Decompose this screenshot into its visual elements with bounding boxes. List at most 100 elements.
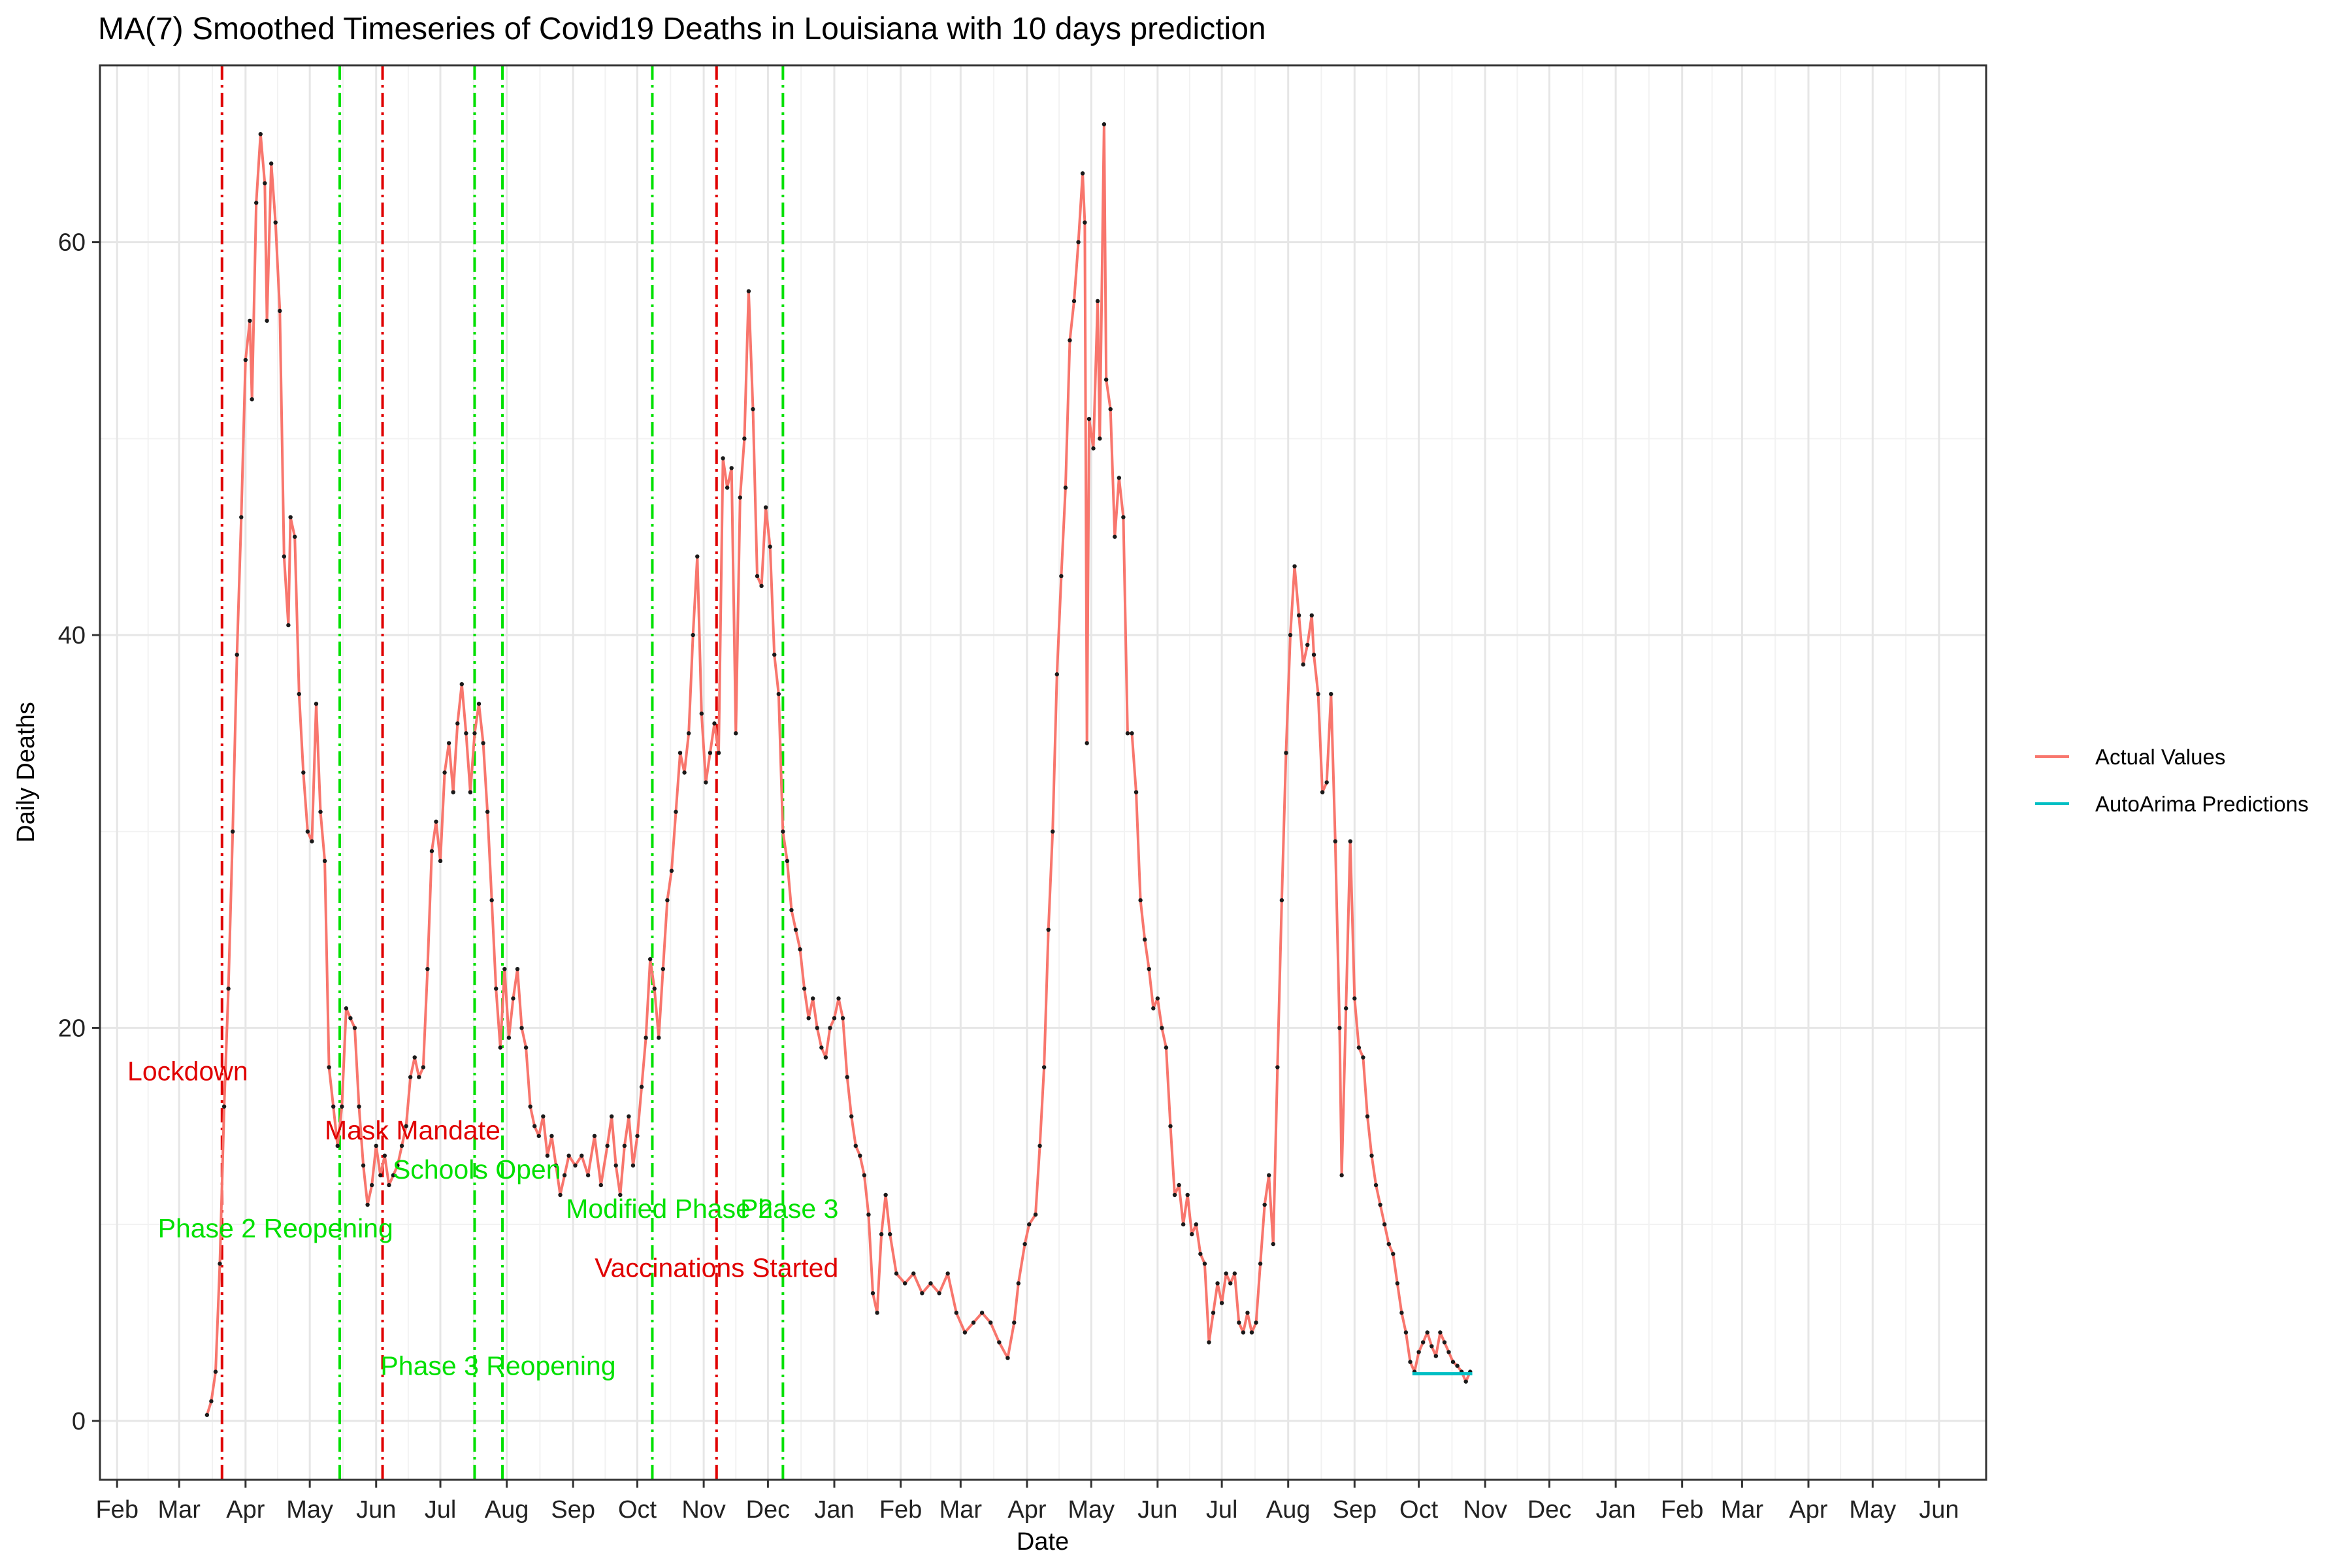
data-point <box>580 1153 584 1158</box>
data-point <box>305 829 310 834</box>
event-label: Schools Open <box>393 1154 561 1184</box>
data-point <box>331 1104 336 1109</box>
data-point <box>853 1143 858 1149</box>
data-point <box>1215 1281 1220 1286</box>
data-point <box>365 1202 370 1207</box>
data-point <box>404 1124 408 1128</box>
chart-title: MA(7) Smoothed Timeseries of Covid19 Dea… <box>98 12 1266 46</box>
data-point <box>273 220 278 225</box>
x-tick-label: Sep <box>1332 1496 1377 1524</box>
x-tick-label: Mar <box>1721 1496 1764 1524</box>
data-point <box>811 996 815 1001</box>
data-point <box>226 987 231 991</box>
data-point <box>902 1281 907 1286</box>
data-point <box>553 1163 559 1168</box>
data-point <box>1301 662 1305 667</box>
data-point <box>1237 1320 1241 1325</box>
x-tick-label: Feb <box>95 1496 138 1524</box>
data-point <box>352 1026 357 1030</box>
data-point <box>1224 1271 1228 1276</box>
data-point <box>541 1114 546 1119</box>
data-point <box>523 1045 529 1050</box>
legend-label: Actual Values <box>2095 745 2225 769</box>
data-point <box>704 780 708 785</box>
x-tick-label: Feb <box>879 1496 922 1524</box>
data-point <box>310 839 314 843</box>
data-point <box>1433 1354 1439 1358</box>
data-point <box>1369 1153 1374 1158</box>
data-point <box>879 1232 884 1237</box>
data-point <box>639 1085 644 1089</box>
data-point <box>1361 1055 1365 1060</box>
data-point <box>776 692 781 696</box>
data-point <box>318 809 323 814</box>
data-point <box>755 574 760 579</box>
plot-panel-border <box>99 64 1987 1481</box>
data-point <box>1147 966 1151 972</box>
x-tick-label: Feb <box>1661 1496 1703 1524</box>
data-point <box>1333 839 1338 843</box>
x-tick-label: Dec <box>1527 1496 1572 1524</box>
data-point <box>1091 446 1096 451</box>
data-point <box>1121 515 1126 519</box>
data-point <box>1356 1045 1362 1050</box>
data-point <box>1337 1026 1342 1030</box>
data-point <box>254 201 259 205</box>
data-point <box>622 1143 627 1149</box>
x-tick-label: Apr <box>226 1496 265 1524</box>
data-point <box>674 809 678 814</box>
data-point <box>988 1320 993 1325</box>
data-point <box>661 966 666 972</box>
x-tick-label: Nov <box>681 1496 726 1524</box>
data-point <box>446 741 451 745</box>
data-point <box>1033 1212 1038 1217</box>
data-point <box>1086 417 1092 421</box>
data-point <box>1254 1320 1258 1325</box>
data-point <box>763 505 768 510</box>
y-tick-label: 0 <box>72 1408 86 1435</box>
data-point <box>887 1232 892 1237</box>
data-point <box>1249 1330 1254 1335</box>
data-point <box>297 692 301 696</box>
data-point <box>768 544 772 549</box>
data-point <box>1098 436 1102 441</box>
data-point <box>221 1104 227 1109</box>
data-point <box>819 1045 824 1050</box>
data-point <box>605 1143 610 1149</box>
data-point <box>1219 1301 1224 1305</box>
data-point <box>911 1271 916 1276</box>
data-point <box>1442 1340 1447 1345</box>
data-point <box>1051 829 1055 834</box>
data-point <box>772 652 777 657</box>
data-point <box>1172 1192 1177 1198</box>
data-point <box>1324 780 1329 785</box>
data-point <box>451 790 455 794</box>
data-point <box>746 289 751 293</box>
data-point <box>858 1153 862 1158</box>
x-tick-label: Apr <box>1789 1496 1827 1524</box>
data-point <box>657 1036 661 1040</box>
data-point <box>1305 642 1310 647</box>
data-point <box>1130 731 1134 736</box>
data-point <box>1228 1281 1233 1286</box>
x-tick-label: Aug <box>1266 1496 1311 1524</box>
data-point <box>678 751 683 755</box>
data-point <box>378 1173 383 1178</box>
data-point <box>438 858 443 864</box>
data-point <box>515 966 520 972</box>
data-point <box>1071 299 1077 304</box>
data-point <box>1046 927 1051 932</box>
data-point <box>412 1055 417 1060</box>
data-point <box>573 1163 578 1168</box>
series-line <box>205 123 1472 1416</box>
data-point <box>1194 1222 1199 1227</box>
data-point <box>793 927 798 932</box>
x-tick-label: Jan <box>814 1496 854 1524</box>
x-tick-label: May <box>286 1496 333 1524</box>
data-point <box>937 1291 941 1296</box>
data-point <box>1142 937 1147 942</box>
data-point <box>1016 1281 1021 1286</box>
data-point <box>391 1173 396 1178</box>
data-point <box>1198 1252 1203 1256</box>
